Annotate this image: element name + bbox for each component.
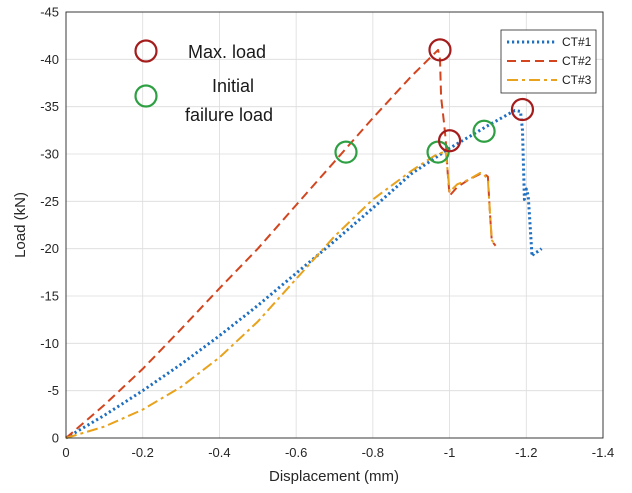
y-tick-labels: 0 -5 -10 -15 -20 -25 -30 -35 -40 -45 <box>40 5 59 446</box>
legend-label-ct2: CT#2 <box>562 54 592 68</box>
initial-failure-marker <box>472 119 496 143</box>
initial-failure-label-line2: failure load <box>185 105 273 125</box>
series-line-ct3 <box>65 150 497 439</box>
max-load-legend-circle <box>134 39 158 63</box>
legend-label-ct3: CT#3 <box>562 73 592 87</box>
annotation-legend: Max. load Initial failure load <box>134 39 273 125</box>
x-tick-label: -0.2 <box>132 445 154 460</box>
y-tick-label: -25 <box>40 194 59 209</box>
max-load-marker <box>428 38 452 62</box>
y-tick-label: -5 <box>47 383 59 398</box>
x-tick-label: -0.4 <box>208 445 230 460</box>
y-tick-label: -40 <box>40 52 59 67</box>
initial-failure-label-line1: Initial <box>212 76 254 96</box>
x-tick-label: -1.4 <box>592 445 614 460</box>
x-tick-label: 0 <box>62 445 69 460</box>
x-tick-label: -0.8 <box>362 445 384 460</box>
initial-failure-marker <box>334 140 358 164</box>
y-tick-label: 0 <box>52 431 59 446</box>
x-tick-label: -1 <box>444 445 456 460</box>
y-tick-label: -30 <box>40 147 59 162</box>
x-tick-label: -1.2 <box>515 445 537 460</box>
max-load-marker <box>437 129 462 153</box>
legend-label-ct1: CT#1 <box>562 35 592 49</box>
series-line-ct1 <box>65 109 543 440</box>
max-load-label: Max. load <box>188 42 266 62</box>
y-tick-label: -15 <box>40 289 59 304</box>
y-tick-label: -45 <box>40 5 59 20</box>
y-axis-title: Load (kN) <box>12 192 29 258</box>
y-tick-label: -20 <box>40 241 59 256</box>
marker-layer <box>334 38 535 164</box>
x-tick-label: -0.6 <box>285 445 307 460</box>
y-tick-label: -35 <box>40 99 59 114</box>
legend: CT#1 CT#2 CT#3 <box>500 29 597 94</box>
x-axis-title: Displacement (mm) <box>269 468 399 485</box>
initial-failure-legend-circle <box>134 84 158 108</box>
max-load-marker <box>510 97 535 122</box>
y-tick-label: -10 <box>40 336 59 351</box>
series-line-ct2 <box>65 48 497 439</box>
x-tick-labels: 0 -0.2 -0.4 -0.6 -0.8 -1 -1.2 -1.4 <box>62 445 614 460</box>
plot-frame <box>65 11 604 439</box>
series-layer <box>65 48 543 440</box>
